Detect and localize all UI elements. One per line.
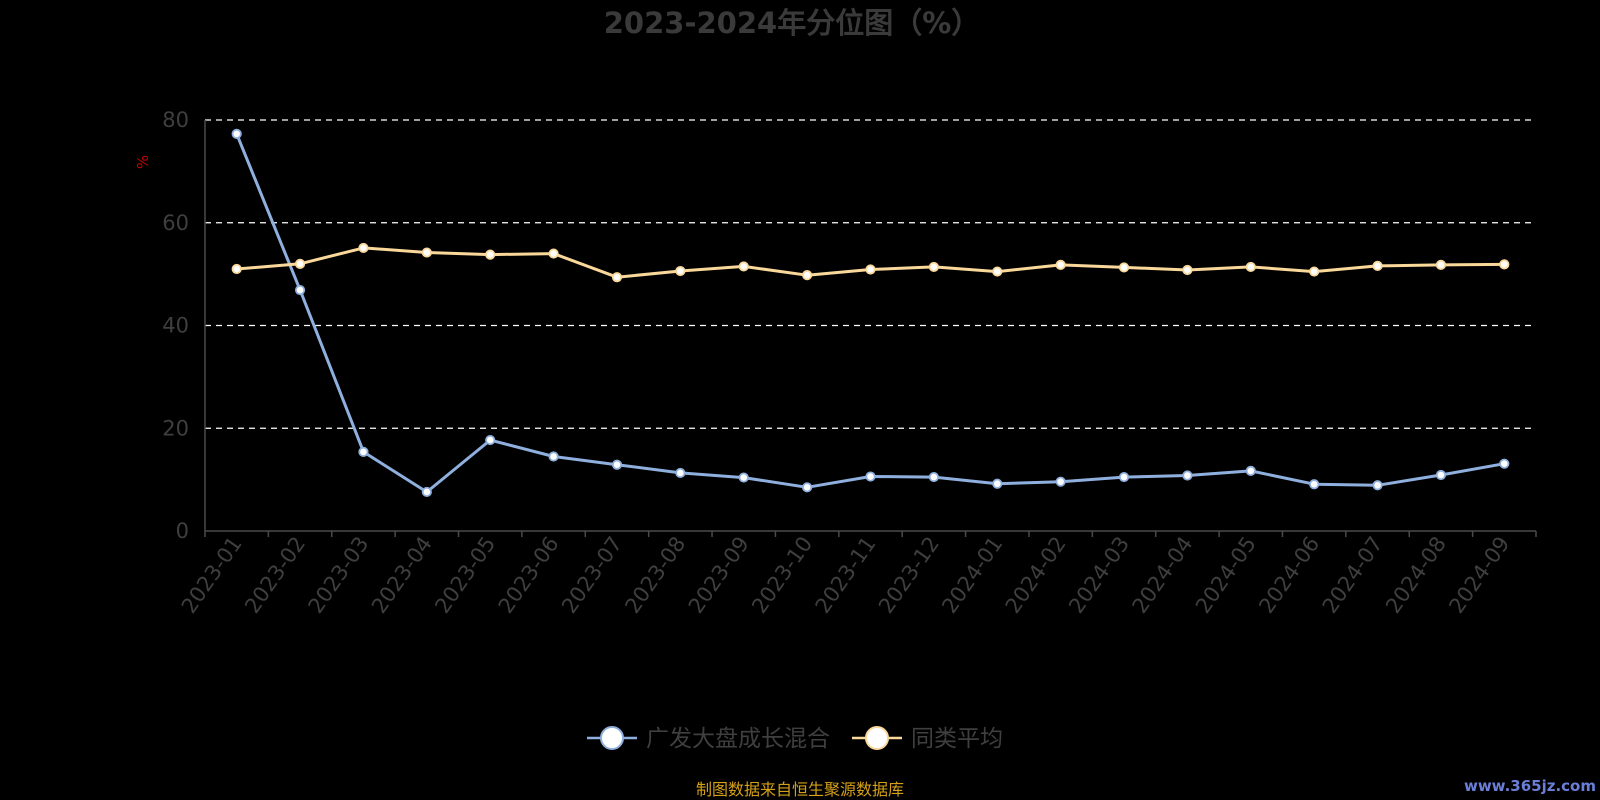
- data-point: [1435, 469, 1447, 481]
- data-point: [1309, 479, 1320, 490]
- data-point: [738, 261, 749, 272]
- x-tick-label: 2024-05: [1191, 532, 1261, 618]
- x-tick-label: 2024-04: [1128, 532, 1198, 618]
- data-point: [865, 471, 876, 482]
- x-tick-labels: 2023-012023-022023-032023-042023-052023-…: [177, 532, 1515, 618]
- data-point: [358, 446, 369, 457]
- data-point: [675, 265, 686, 277]
- data-point: [802, 270, 813, 281]
- x-tick-label: 2023-12: [874, 532, 944, 618]
- legend[interactable]: 广发大盘成长混合 同类平均: [587, 726, 1003, 752]
- data-point: [992, 478, 1003, 489]
- series-line: [235, 133, 1505, 494]
- x-tick-label: 2024-07: [1318, 532, 1388, 618]
- x-tick-label: 2023-07: [557, 532, 627, 618]
- y-tick-label: 60: [162, 211, 189, 235]
- site-watermark: www.365jz.com: [1464, 777, 1596, 795]
- x-tick-label: 2023-02: [240, 532, 310, 618]
- x-tick-label: 2023-09: [684, 532, 754, 618]
- data-point: [1309, 266, 1320, 277]
- data-point: [1118, 471, 1130, 483]
- data-point: [1245, 261, 1256, 273]
- data-point: [1182, 264, 1193, 276]
- data-point: [1118, 262, 1130, 273]
- data-point: [1499, 458, 1510, 469]
- series-lines: [231, 128, 1510, 498]
- x-tick-label: 2024-03: [1064, 532, 1134, 618]
- axes: [204, 120, 1537, 537]
- data-point: [421, 486, 432, 498]
- legend-marker: [865, 726, 889, 750]
- data-point: [611, 272, 623, 283]
- data-point: [1182, 470, 1193, 481]
- data-point: [1055, 476, 1066, 487]
- data-point: [548, 451, 559, 462]
- data-point: [928, 471, 939, 483]
- y-tick-label: 20: [162, 416, 189, 440]
- data-point: [1499, 259, 1510, 270]
- y-tick-label: 40: [162, 314, 189, 338]
- x-tick-label: 2023-04: [367, 532, 437, 618]
- x-tick-label: 2024-02: [1001, 532, 1071, 618]
- legend-label: 广发大盘成长混合: [646, 726, 830, 752]
- legend-marker: [600, 726, 624, 750]
- legend-label: 同类平均: [911, 726, 1003, 752]
- x-tick-label: 2023-10: [747, 532, 817, 618]
- data-point: [738, 472, 749, 483]
- y-tick-label: 0: [176, 519, 189, 543]
- data-point: [485, 434, 496, 446]
- data-point: [802, 482, 813, 493]
- data-point: [294, 258, 306, 269]
- data-point: [1372, 260, 1383, 272]
- data-point: [548, 248, 559, 259]
- data-point: [358, 242, 369, 254]
- data-point: [294, 284, 306, 296]
- x-tick-label: 2023-06: [494, 532, 564, 618]
- x-tick-label: 2023-08: [620, 532, 690, 618]
- x-tick-label: 2023-01: [177, 532, 247, 618]
- grid-lines: [205, 119, 1536, 429]
- data-point: [1245, 465, 1256, 476]
- data-source-note: 制图数据来自恒生聚源数据库: [696, 780, 904, 799]
- x-tick-label: 2023-03: [304, 532, 374, 618]
- x-tick-label: 2024-08: [1381, 532, 1451, 618]
- data-point: [992, 266, 1003, 277]
- data-point: [1435, 259, 1447, 270]
- data-point: [421, 247, 432, 258]
- y-tick-label: 80: [162, 108, 189, 132]
- data-point: [1055, 259, 1066, 270]
- data-point: [231, 128, 242, 139]
- legend-item[interactable]: 同类平均: [852, 726, 1003, 752]
- legend-item[interactable]: 广发大盘成长混合: [587, 726, 830, 752]
- y-tick-labels: 0 20 40 60 80: [162, 108, 189, 543]
- x-tick-label: 2024-01: [937, 532, 1007, 618]
- data-point: [231, 263, 242, 275]
- data-point: [675, 467, 686, 479]
- data-point: [611, 459, 623, 470]
- x-tick-label: 2024-09: [1444, 532, 1514, 618]
- data-point: [928, 261, 939, 273]
- x-tick-label: 2023-05: [430, 532, 500, 618]
- x-tick-label: 2023-11: [811, 532, 881, 618]
- data-point: [1372, 480, 1383, 491]
- data-point: [485, 249, 496, 260]
- y-axis-unit: %: [134, 155, 152, 169]
- data-point: [865, 264, 876, 275]
- chart-title: 2023-2024年分位图（%）: [604, 6, 981, 40]
- x-tick-label: 2024-06: [1254, 532, 1324, 618]
